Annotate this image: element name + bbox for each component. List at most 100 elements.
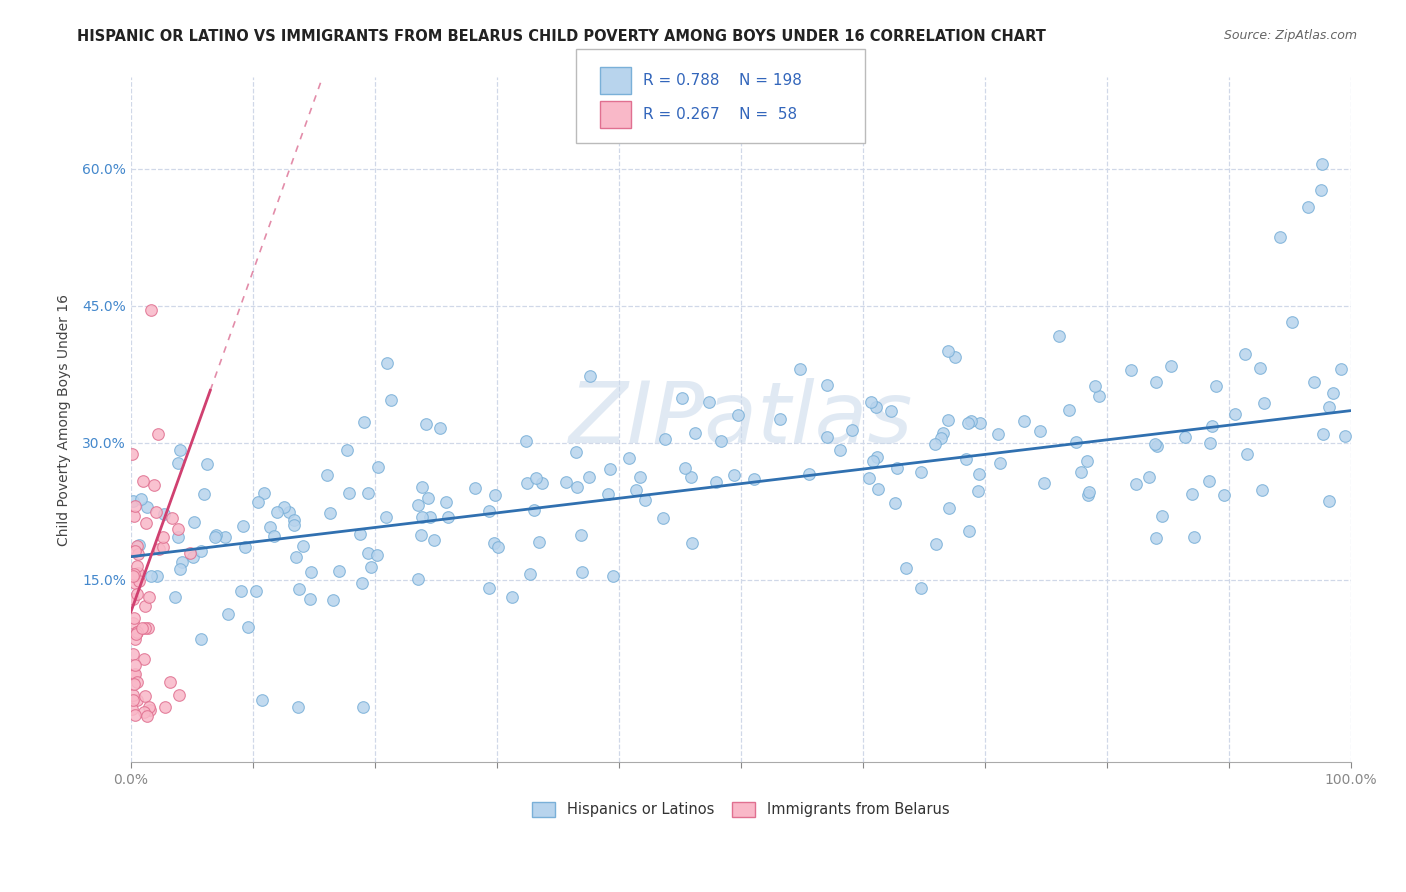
Point	[1077, 488, 1099, 502]
Point	[704, 475, 727, 490]
Point	[526, 471, 548, 485]
Point	[125, 539, 148, 553]
Point	[931, 431, 953, 445]
Point	[352, 700, 374, 714]
Point	[152, 541, 174, 555]
Point	[165, 590, 187, 604]
Point	[136, 500, 159, 514]
Point	[122, 648, 145, 662]
Point	[815, 378, 838, 392]
Point	[936, 344, 959, 359]
Point	[1137, 470, 1160, 484]
Point	[436, 510, 458, 524]
Point	[367, 459, 389, 474]
Point	[124, 575, 146, 590]
Point	[299, 565, 322, 579]
Point	[652, 510, 675, 524]
Point	[122, 509, 145, 524]
Point	[139, 303, 162, 318]
Point	[602, 569, 624, 583]
Point	[569, 528, 592, 542]
Point	[283, 513, 305, 527]
Point	[1302, 375, 1324, 389]
Point	[515, 434, 537, 449]
Point	[519, 566, 541, 581]
Point	[1064, 435, 1087, 450]
Point	[673, 461, 696, 475]
Point	[423, 533, 446, 548]
Point	[131, 621, 153, 635]
Point	[956, 416, 979, 430]
Point	[277, 505, 299, 519]
Point	[815, 430, 838, 444]
Point	[181, 549, 204, 564]
Point	[1281, 315, 1303, 329]
Legend: Hispanics or Latinos, Immigrants from Belarus: Hispanics or Latinos, Immigrants from Be…	[526, 796, 956, 823]
Point	[135, 516, 157, 531]
Point	[214, 530, 236, 544]
Point	[166, 456, 188, 470]
Point	[596, 487, 619, 501]
Point	[287, 700, 309, 714]
Point	[134, 621, 156, 635]
Point	[353, 415, 375, 429]
Point	[527, 534, 550, 549]
Point	[910, 581, 932, 595]
Point	[167, 688, 190, 702]
Text: Source: ZipAtlas.com: Source: ZipAtlas.com	[1223, 29, 1357, 42]
Point	[1234, 347, 1257, 361]
Point	[146, 569, 169, 583]
Point	[121, 702, 143, 716]
Point	[360, 559, 382, 574]
Point	[464, 481, 486, 495]
Point	[138, 700, 160, 714]
Point	[1322, 386, 1344, 401]
Point	[1334, 429, 1357, 443]
Point	[121, 616, 143, 631]
Point	[124, 668, 146, 682]
Point	[411, 509, 433, 524]
Point	[1317, 493, 1340, 508]
Point	[1033, 476, 1056, 491]
Point	[1144, 531, 1167, 545]
Point	[723, 468, 745, 483]
Point	[132, 474, 155, 488]
Point	[132, 705, 155, 719]
Point	[121, 447, 143, 461]
Point	[167, 529, 190, 543]
Point	[416, 491, 439, 505]
Point	[127, 566, 149, 581]
Point	[679, 470, 702, 484]
Point	[567, 480, 589, 494]
Point	[1174, 430, 1197, 444]
Point	[204, 530, 226, 544]
Point	[628, 469, 651, 483]
Point	[139, 703, 162, 717]
Point	[617, 451, 640, 466]
Point	[478, 504, 501, 518]
Point	[565, 445, 588, 459]
Point	[229, 584, 252, 599]
Point	[478, 581, 501, 595]
Point	[932, 426, 955, 441]
Point	[1160, 359, 1182, 373]
Point	[910, 466, 932, 480]
Point	[1201, 419, 1223, 434]
Point	[634, 493, 657, 508]
Point	[135, 709, 157, 723]
Point	[233, 540, 256, 554]
Point	[205, 528, 228, 542]
Point	[654, 432, 676, 446]
Point	[1088, 389, 1111, 403]
Point	[159, 674, 181, 689]
Point	[125, 625, 148, 640]
Point	[409, 528, 432, 542]
Point	[127, 624, 149, 639]
Point	[121, 688, 143, 702]
Point	[283, 518, 305, 533]
Point	[153, 699, 176, 714]
Point	[124, 611, 146, 625]
Point	[125, 693, 148, 707]
Point	[160, 511, 183, 525]
Point	[419, 509, 441, 524]
